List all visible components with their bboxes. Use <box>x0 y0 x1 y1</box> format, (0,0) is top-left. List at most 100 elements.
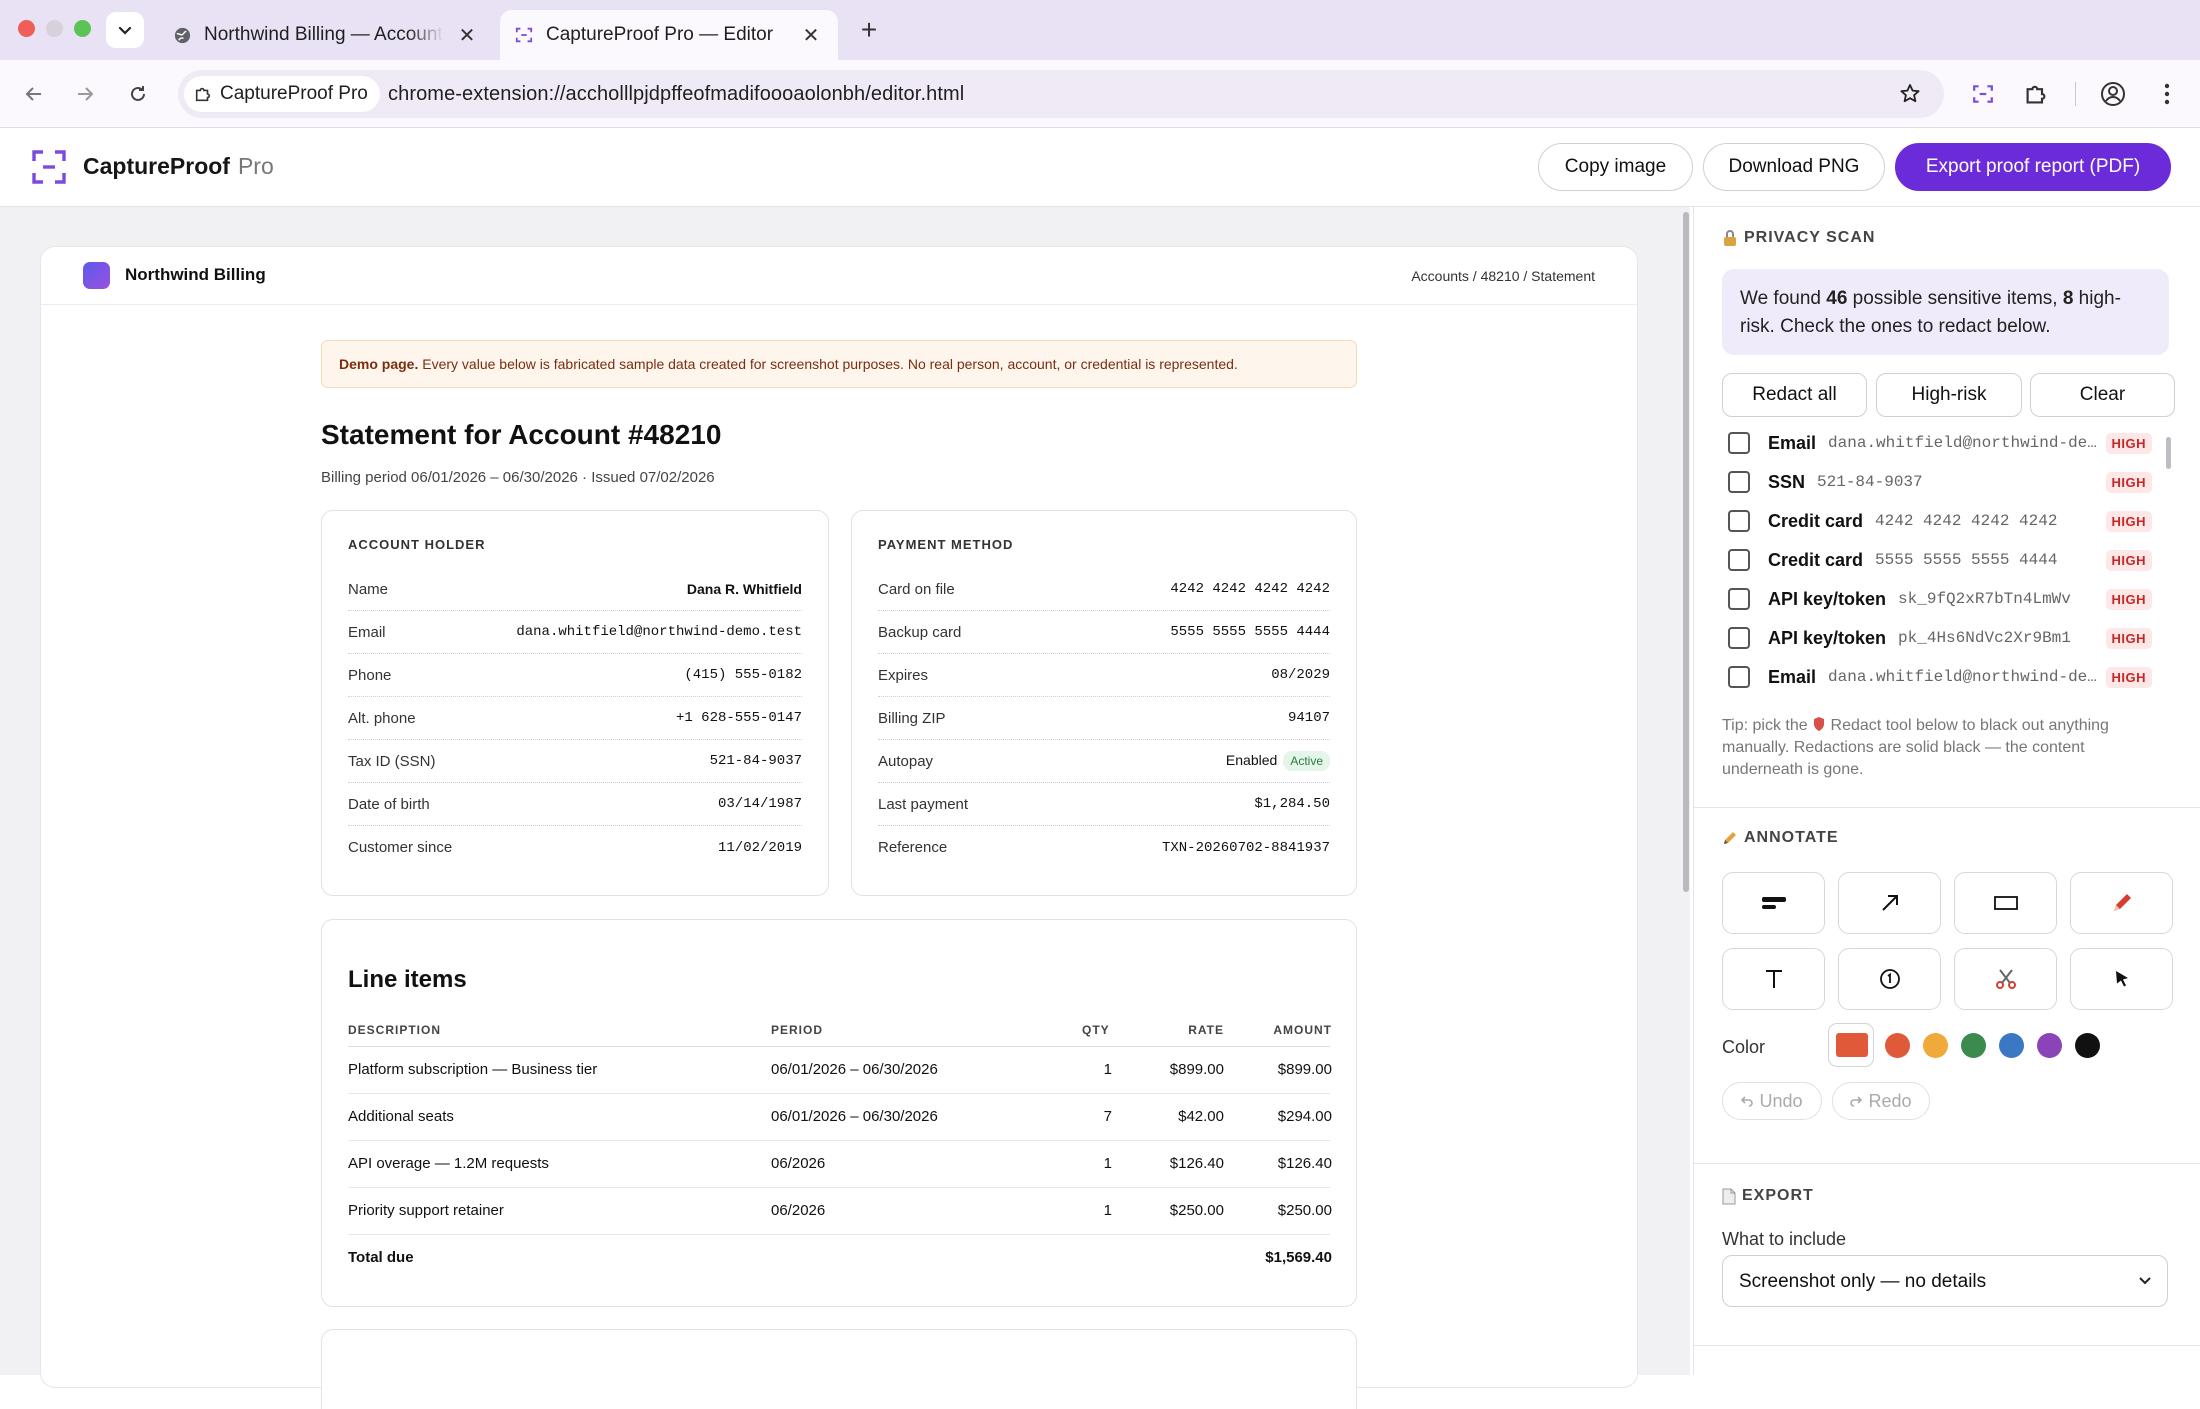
browser-menu-kebab-icon[interactable] <box>2150 77 2184 111</box>
kv-row: Autopay Enabled Active <box>878 740 1330 783</box>
list-item[interactable]: API key/token pk_4Hs6NdVc2Xr9Bm1 HIGH <box>1722 624 2152 652</box>
export-heading: EXPORT <box>1722 1187 1814 1205</box>
color-swatch-black[interactable] <box>2075 1033 2100 1058</box>
redact-checkbox[interactable] <box>1728 549 1750 571</box>
document-icon <box>1722 1188 1736 1204</box>
redact-checkbox[interactable] <box>1728 510 1750 532</box>
text-tool-button[interactable] <box>1722 948 1825 1010</box>
list-item[interactable]: Credit card 4242 4242 4242 4242 HIGH <box>1722 507 2152 535</box>
selected-color-swatch[interactable] <box>1828 1023 1874 1067</box>
rectangle-tool-button[interactable] <box>1954 872 2057 934</box>
redact-tool-button[interactable] <box>1722 872 1825 934</box>
captured-screenshot[interactable]: Northwind Billing Accounts / 48210 / Sta… <box>41 247 1637 1409</box>
kv-value: Dana R. Whitfield <box>686 581 802 597</box>
list-item[interactable]: Email dana.whitfield@northwind-demo.test H… <box>1722 429 2152 457</box>
redact-checkbox[interactable] <box>1728 471 1750 493</box>
risk-badge: HIGH <box>2105 510 2152 532</box>
kv-key: Customer since <box>348 839 453 856</box>
lock-icon <box>1724 230 1736 246</box>
redact-checkbox[interactable] <box>1728 666 1750 688</box>
high-risk-button[interactable]: High-risk <box>1876 373 2022 417</box>
color-swatch-blue[interactable] <box>1999 1033 2024 1058</box>
include-select[interactable]: Screenshot only — no details <box>1722 1255 2168 1307</box>
minimize-window-button[interactable] <box>46 20 63 37</box>
list-item[interactable]: SSN 521-84-9037 HIGH <box>1722 468 2152 496</box>
reload-button[interactable] <box>120 76 156 112</box>
redaction-list-scrollbar[interactable] <box>2166 437 2171 469</box>
include-label: What to include <box>1722 1229 1847 1249</box>
tab-search-button[interactable] <box>106 12 144 48</box>
step-number-tool-button[interactable] <box>1838 948 1941 1010</box>
item-type: Credit card <box>1768 549 1864 570</box>
arrow-tool-button[interactable] <box>1838 872 1941 934</box>
browser-tab-northwind[interactable]: Northwind Billing — Account Statement ✕ <box>158 10 494 60</box>
screenshot-canvas[interactable]: Northwind Billing Accounts / 48210 / Sta… <box>0 207 1690 1409</box>
color-swatch-purple[interactable] <box>2037 1033 2062 1058</box>
item-type: Email <box>1768 432 1817 453</box>
cell-period: 06/01/2026 – 06/30/2026 <box>771 1061 938 1078</box>
select-tool-button[interactable] <box>2070 948 2173 1010</box>
shield-icon <box>1814 717 1825 731</box>
table-row: Platform subscription — Business tier 06… <box>348 1047 1332 1094</box>
list-item[interactable]: Email dana.whitfield@northwind-demo.test H… <box>1722 663 2152 691</box>
copy-image-button[interactable]: Copy image <box>1538 143 1693 191</box>
extension-chip-label: CaptureProof Pro <box>220 83 368 104</box>
capture-icon <box>514 25 534 45</box>
redaction-list[interactable]: Email dana.whitfield@northwind-demo.test H… <box>1722 429 2169 691</box>
item-type: Credit card <box>1768 510 1864 531</box>
cell-period: 06/2026 <box>771 1155 826 1172</box>
close-window-button[interactable] <box>18 20 35 37</box>
color-swatch-orange[interactable] <box>1923 1033 1948 1058</box>
item-value: dana.whitfield@northwind-demo.test <box>1828 668 2097 686</box>
kv-key: Billing ZIP <box>878 709 946 727</box>
zoom-window-button[interactable] <box>74 20 91 37</box>
window-controls <box>18 20 91 37</box>
color-swatch-red[interactable] <box>1885 1033 1910 1058</box>
editor-sidebar: PRIVACY SCAN We found 46 possible sensit… <box>1693 207 2200 1375</box>
back-button[interactable] <box>16 76 52 112</box>
browser-tab-captureproof[interactable]: CaptureProof Pro — Editor ✕ <box>500 10 838 60</box>
item-value: sk_9fQ2xR7bTn4LmWv <box>1898 590 2071 608</box>
tip-text: Tip: pick the <box>1722 717 1813 734</box>
status-badge: Active <box>1283 751 1330 771</box>
omnibox[interactable]: CaptureProof Pro chrome-extension://acch… <box>178 70 1944 118</box>
kv-row: Tax ID (SSN) 521-84-9037 <box>348 740 802 783</box>
pen-tool-button[interactable] <box>2070 872 2173 934</box>
canvas-scrollbar[interactable] <box>1683 212 1689 892</box>
profile-avatar-icon[interactable] <box>2096 77 2130 111</box>
export-title: EXPORT <box>1742 1187 1814 1204</box>
list-item[interactable]: Credit card 5555 5555 5555 4444 HIGH <box>1722 546 2152 574</box>
kv-value: TXN-20260702-8841937 <box>1161 839 1330 856</box>
redact-checkbox[interactable] <box>1728 588 1750 610</box>
extensions-puzzle-icon[interactable] <box>2019 77 2053 111</box>
close-tab-icon[interactable]: ✕ <box>458 24 476 47</box>
color-swatch-green[interactable] <box>1961 1033 1986 1058</box>
extension-origin-chip[interactable]: CaptureProof Pro <box>184 76 380 112</box>
clear-button[interactable]: Clear <box>2030 373 2175 417</box>
redact-checkbox[interactable] <box>1728 432 1750 454</box>
cell-description: Priority support retainer <box>348 1202 504 1219</box>
new-tab-button[interactable]: + <box>860 14 878 45</box>
redact-all-button[interactable]: Redact all <box>1722 373 1867 417</box>
kv-value: +1 628-555-0147 <box>675 710 802 726</box>
color-label: Color <box>1722 1037 1766 1057</box>
cell-qty: 1 <box>1103 1061 1112 1078</box>
northwind-logo-icon <box>83 262 110 289</box>
kv-key: Backup card <box>878 623 962 641</box>
redact-checkbox[interactable] <box>1728 627 1750 649</box>
list-item[interactable]: API key/token sk_9fQ2xR7bTn4LmWv HIGH <box>1722 585 2152 613</box>
crop-tool-button[interactable] <box>1954 948 2057 1010</box>
export-pdf-button[interactable]: Export proof report (PDF) <box>1895 143 2171 191</box>
captureproof-extension-icon[interactable] <box>1966 77 2000 111</box>
arrow-left-icon <box>25 87 41 101</box>
bookmark-star-icon[interactable] <box>1898 82 1922 111</box>
forward-button[interactable] <box>67 76 103 112</box>
kv-row: Backup card 5555 5555 5555 4444 <box>878 611 1330 654</box>
undo-button[interactable]: Undo <box>1722 1082 1822 1120</box>
close-tab-icon[interactable]: ✕ <box>802 24 820 47</box>
scissors-icon <box>1995 969 2016 989</box>
item-type: Email <box>1768 666 1817 687</box>
download-png-button[interactable]: Download PNG <box>1703 143 1885 191</box>
redo-button[interactable]: Redo <box>1832 1082 1930 1120</box>
summary-text: high-risk. Check the ones to redact belo… <box>1740 288 2121 337</box>
